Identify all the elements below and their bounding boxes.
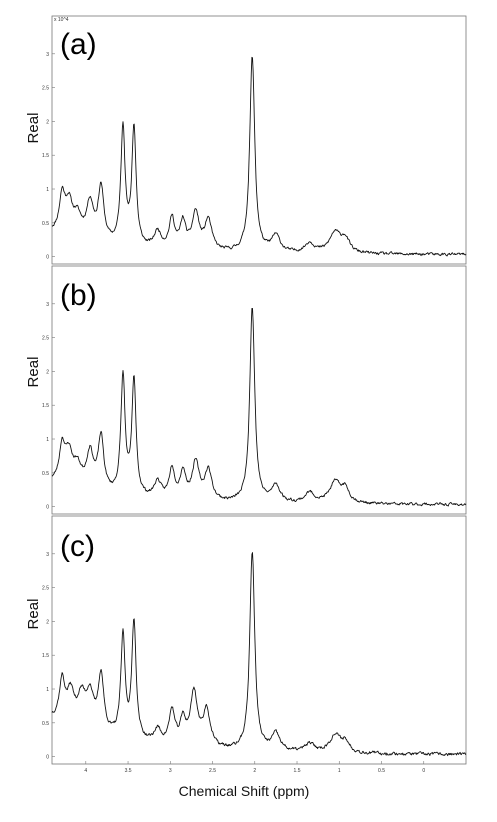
panel-b-label: (b)	[60, 279, 97, 312]
panel-c-spectrum-line	[51, 552, 467, 757]
y-tick-label: 2	[46, 369, 49, 375]
y-tick-label: 2	[46, 119, 49, 125]
y-tick-label: 2.5	[42, 336, 49, 342]
panel-b: Real 0 0.5 1 1.5 2 2.5 3 (b)	[25, 265, 467, 515]
y-tick-label: 0.5	[42, 471, 49, 477]
y-tick-label: 0	[46, 255, 49, 261]
panel-c-ylabel: Real	[25, 599, 42, 630]
y-tick-label: 3	[46, 552, 49, 558]
panel-a-exponent: x 10^4	[54, 17, 69, 23]
panel-a-frame	[51, 15, 467, 265]
x-axis-label: Chemical Shift (ppm)	[179, 783, 310, 799]
panel-b-ylabel: Real	[25, 357, 42, 388]
panel-a-ylabel: Real	[25, 113, 42, 144]
panel-b-ticks: 0 0.5 1 1.5 2 2.5 3	[42, 302, 55, 511]
x-tick-label: 0.5	[378, 768, 385, 774]
x-axis-ticks: 4 3.5 3 2.5 2 1.5 1 0.5 0	[84, 761, 425, 774]
x-tick-label: 3	[169, 768, 172, 774]
y-tick-label: 3	[46, 52, 49, 58]
panel-c-label: (c)	[60, 530, 95, 563]
y-tick-label: 2.5	[42, 86, 49, 92]
panel-c-frame	[51, 515, 467, 765]
y-tick-label: 2	[46, 619, 49, 625]
panel-a: Real 0 0.5 1 1.5 2 2.5 3 (a) x 10^4	[25, 15, 467, 265]
y-tick-label: 2.5	[42, 586, 49, 592]
y-tick-label: 1.5	[42, 653, 49, 659]
x-tick-label: 1.5	[294, 768, 301, 774]
panel-a-ticks: 0 0.5 1 1.5 2 2.5 3	[42, 52, 55, 261]
panel-b-spectrum-line	[51, 307, 467, 507]
panel-b-frame	[51, 265, 467, 515]
y-tick-label: 1	[46, 687, 49, 693]
x-tick-label: 0	[422, 768, 425, 774]
x-tick-label: 3.5	[125, 768, 132, 774]
x-tick-label: 2	[253, 768, 256, 774]
panel-c-ticks: 0 0.5 1 1.5 2 2.5 3	[42, 552, 55, 761]
y-tick-label: 0.5	[42, 221, 49, 227]
y-tick-label: 0	[46, 755, 49, 761]
x-tick-label: 2.5	[209, 768, 216, 774]
panel-c: Real 0 0.5 1 1.5 2 2.5 3 (c)	[25, 515, 467, 765]
y-tick-label: 0.5	[42, 721, 49, 727]
y-tick-label: 0	[46, 505, 49, 511]
panel-a-spectrum-line	[51, 56, 467, 257]
x-tick-label: 4	[84, 768, 87, 774]
panel-a-label: (a)	[60, 28, 97, 61]
y-tick-label: 1.5	[42, 153, 49, 159]
y-tick-label: 1	[46, 437, 49, 443]
x-tick-label: 1	[338, 768, 341, 774]
y-tick-label: 1	[46, 187, 49, 193]
y-tick-label: 1.5	[42, 403, 49, 409]
y-tick-label: 3	[46, 302, 49, 308]
